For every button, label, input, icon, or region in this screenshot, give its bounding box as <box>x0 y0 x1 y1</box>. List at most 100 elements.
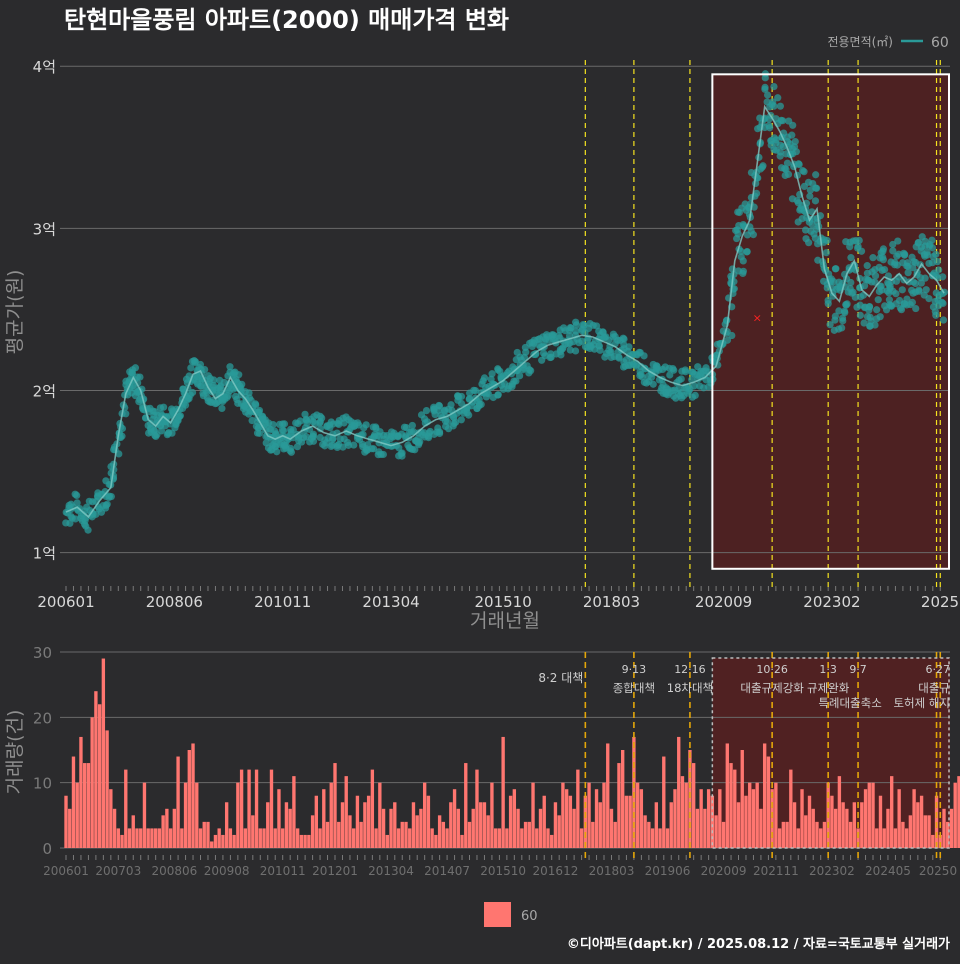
x-tick-label: 201803 <box>583 593 640 611</box>
volume-x-tick-label: 201304 <box>368 864 414 878</box>
volume-bar <box>658 828 662 848</box>
volume-bar <box>598 802 602 848</box>
data-point <box>309 437 318 445</box>
volume-y-tick-label: 0 <box>42 840 52 858</box>
volume-bar <box>112 808 117 848</box>
data-point <box>102 501 110 509</box>
volume-bar <box>680 776 685 848</box>
volume-bar <box>523 821 528 848</box>
volume-highlight-border <box>711 657 950 849</box>
legend-title: 전용면적(㎡) <box>827 35 893 49</box>
data-point <box>316 417 324 426</box>
volume-bar <box>396 828 401 848</box>
volume-bar <box>606 743 610 848</box>
volume-bar <box>224 802 229 848</box>
data-point <box>572 321 581 329</box>
data-point <box>515 372 524 380</box>
data-point <box>287 444 295 453</box>
data-point <box>350 441 358 449</box>
volume-bar <box>531 782 535 848</box>
volume-x-tick-label: 202009 <box>701 864 747 878</box>
data-point <box>187 364 195 372</box>
volume-bar <box>221 834 225 848</box>
data-point <box>457 416 465 424</box>
data-point <box>457 392 466 401</box>
volume-bar <box>654 802 658 848</box>
data-point <box>691 391 699 399</box>
data-point <box>739 257 747 265</box>
data-point <box>395 444 403 452</box>
volume-bar <box>729 763 733 848</box>
volume-bar <box>699 789 703 848</box>
volume-bar <box>183 782 188 848</box>
volume-bar <box>352 828 356 848</box>
volume-bar <box>942 808 946 848</box>
volume-x-tick-label: 201803 <box>589 864 635 878</box>
volume-bar <box>919 795 924 848</box>
volume-bar <box>819 828 823 848</box>
data-point <box>871 321 879 329</box>
volume-y-tick-label: 30 <box>33 644 52 662</box>
data-point <box>128 369 137 377</box>
volume-bar <box>288 808 292 848</box>
volume-bar <box>299 834 304 848</box>
volume-bar <box>931 834 935 848</box>
volume-bar <box>628 795 632 848</box>
volume-bar <box>232 834 236 848</box>
volume-bar <box>497 828 502 848</box>
data-point <box>723 336 732 344</box>
data-point <box>770 82 778 91</box>
volume-bar <box>482 802 487 848</box>
volume-bar <box>116 828 120 848</box>
data-point <box>898 286 906 294</box>
data-point <box>451 418 460 426</box>
volume-bar <box>512 789 517 848</box>
data-point <box>415 439 423 447</box>
volume-bar <box>486 815 490 848</box>
policy-annotation-label: 대출규 <box>918 681 950 695</box>
data-point <box>343 438 352 447</box>
volume-bar <box>64 795 68 848</box>
data-point <box>191 358 199 367</box>
data-point <box>248 416 256 425</box>
x-tick-label: 201510 <box>474 593 531 611</box>
volume-bar <box>804 815 808 848</box>
data-point <box>71 515 79 523</box>
volume-bar <box>568 795 573 848</box>
policy-annotation-date: 6·27 <box>926 663 951 676</box>
policy-annotation-label: 종합대책 <box>613 681 655 695</box>
data-point <box>779 117 787 125</box>
volume-bar <box>755 782 759 848</box>
volume-bar <box>389 808 393 848</box>
data-point <box>935 266 943 274</box>
volume-bar <box>890 776 894 848</box>
volume-bar <box>561 782 565 848</box>
policy-annotation: 8·2 대책 <box>538 670 583 685</box>
volume-bar <box>430 828 434 848</box>
volume-bar <box>165 808 169 848</box>
volume-bar <box>505 828 509 848</box>
volume-bar <box>479 802 483 848</box>
data-point <box>876 313 884 321</box>
y-tick-label: 4억 <box>33 58 56 76</box>
volume-bar <box>400 821 404 848</box>
data-point <box>765 122 773 130</box>
data-point <box>666 371 674 379</box>
volume-bar <box>295 828 300 848</box>
data-point <box>293 443 302 451</box>
volume-bar <box>333 763 337 848</box>
volume-bar <box>878 795 883 848</box>
volume-bar <box>441 821 446 848</box>
data-point <box>379 450 387 459</box>
volume-bar <box>542 795 546 848</box>
volume-bar <box>946 821 950 848</box>
volume-bar <box>833 808 838 848</box>
volume-bar <box>150 828 154 848</box>
volume-bar <box>677 736 681 848</box>
data-point <box>869 254 877 262</box>
volume-bar <box>135 828 139 848</box>
volume-bar <box>198 828 203 848</box>
data-point <box>793 197 801 205</box>
volume-bar <box>228 828 233 848</box>
